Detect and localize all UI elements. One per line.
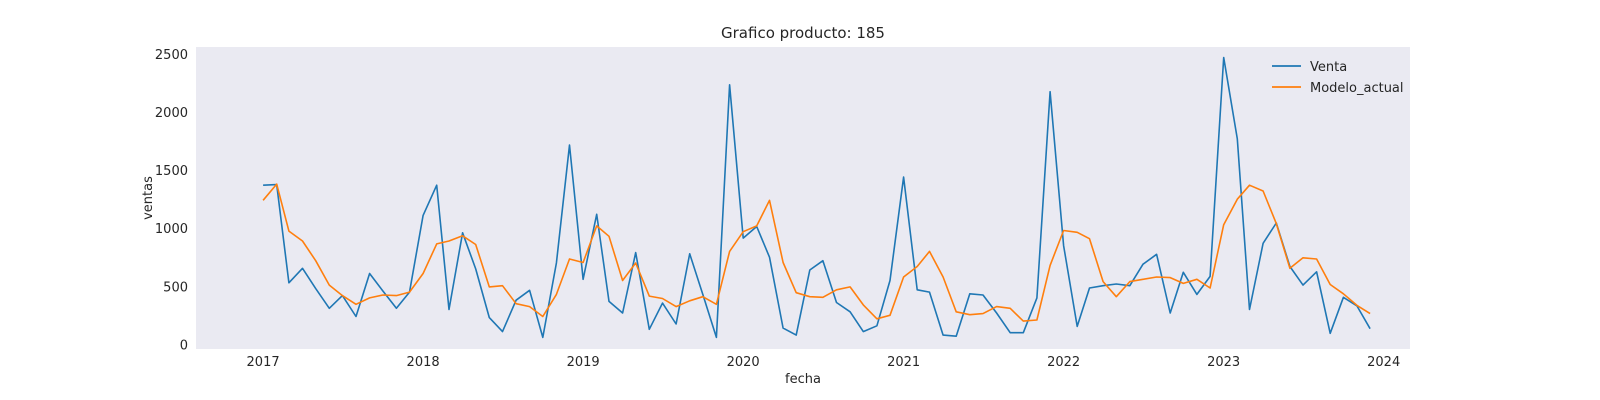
x-tick-label: 2023 [1207, 355, 1240, 370]
x-tick-label: 2019 [567, 355, 600, 370]
x-tick-label: 2021 [887, 355, 920, 370]
x-tick-label: 2022 [1047, 355, 1080, 370]
y-tick-label: 500 [163, 280, 188, 295]
x-axis: 2017 2018 2019 2020 2021 2022 2023 2024 [247, 355, 1401, 370]
y-tick-label: 2000 [155, 106, 188, 121]
chart-title: Grafico producto: 185 [721, 24, 885, 42]
y-tick-label: 2500 [155, 48, 188, 63]
x-tick-label: 2024 [1367, 355, 1400, 370]
legend-label: Modelo_actual [1310, 81, 1404, 96]
y-axis: 0 500 1000 1500 2000 2500 [155, 48, 188, 353]
x-axis-label: fecha [785, 372, 821, 387]
series-line-modelo-actual [262, 183, 1371, 322]
series-line-venta [263, 56, 1371, 339]
series-layer [262, 56, 1371, 339]
legend: Venta Modelo_actual [1272, 60, 1404, 96]
x-tick-label: 2020 [727, 355, 760, 370]
x-tick-label: 2017 [247, 355, 280, 370]
legend-label: Venta [1310, 60, 1347, 75]
y-tick-label: 1500 [155, 164, 188, 179]
y-tick-label: 1000 [155, 222, 188, 237]
y-axis-label: ventas [141, 176, 156, 220]
x-tick-label: 2018 [407, 355, 440, 370]
y-tick-label: 0 [180, 338, 188, 353]
